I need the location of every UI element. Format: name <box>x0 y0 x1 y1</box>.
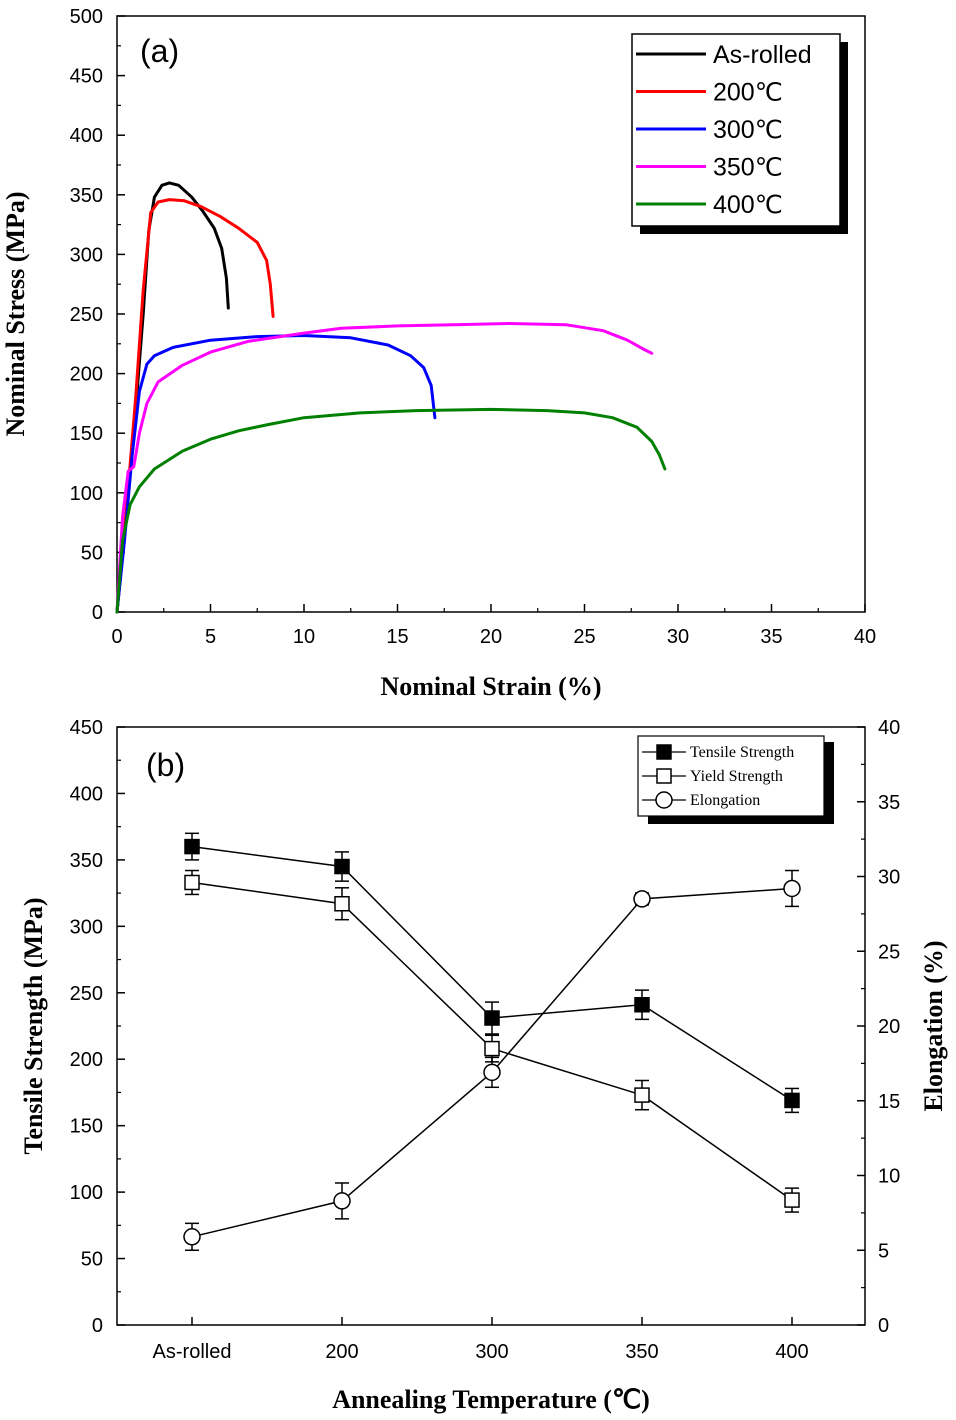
x-axis-label-a: Nominal Strain (%) <box>381 672 602 701</box>
y2-tick-label-b: 20 <box>878 1016 900 1038</box>
y-tick-label-b: 0 <box>92 1315 103 1337</box>
legend-label-b: Yield Strength <box>690 768 783 785</box>
x-tick-label-b: 200 <box>325 1341 358 1363</box>
y-tick-label-a: 150 <box>70 423 103 445</box>
data-point-Elongation <box>783 879 801 898</box>
y2-tick-label-b: 10 <box>878 1166 900 1188</box>
panel-a: 0 5 10 15 20 25 30 35 40050100150200250300350400… <box>1 6 876 701</box>
panel-b: As-rolled 200 300 350 4000501001502002503003… <box>19 717 948 1414</box>
data-point-Yield Strength <box>784 1192 800 1208</box>
y2-tick-label-b: 5 <box>878 1240 889 1262</box>
y-tick-label-a: 500 <box>70 6 103 28</box>
data-point-Elongation <box>333 1192 351 1210</box>
y2-tick-label-b: 25 <box>878 941 900 963</box>
x-tick-label-b: 300 <box>475 1341 508 1363</box>
y-tick-label-b: 400 <box>70 783 103 805</box>
y-tick-label-a: 50 <box>81 542 103 564</box>
panel-label-b: (b) <box>146 747 185 783</box>
data-point-Yield Strength <box>334 895 350 912</box>
data-point-Tensile Strength <box>334 858 350 875</box>
legend-marker-b <box>655 791 673 809</box>
data-point-Elongation <box>483 1063 501 1082</box>
data-point-Tensile Strength <box>634 996 650 1013</box>
data-point-Elongation <box>183 1228 201 1246</box>
x-tick-label-b: 350 <box>625 1341 658 1363</box>
x-tick-label-a: 25 <box>573 626 595 648</box>
series-line-300℃ <box>115 334 437 614</box>
x-axis-label-b: Annealing Temperature (℃) <box>332 1385 650 1414</box>
y-tick-label-a: 200 <box>70 364 103 386</box>
y-tick-label-a: 0 <box>92 602 103 624</box>
legend-label-a: 400℃ <box>713 191 783 219</box>
legend-label-b: Elongation <box>690 792 760 809</box>
y-tick-label-a: 400 <box>70 125 103 147</box>
y2-tick-label-b: 0 <box>878 1315 889 1337</box>
y-tick-label-b: 200 <box>70 1049 103 1071</box>
y2-tick-label-b: 30 <box>878 867 900 889</box>
series-line-200℃ <box>115 198 275 614</box>
y-axis-label-b: Tensile Strength (MPa) <box>19 897 48 1154</box>
y-tick-label-b: 300 <box>70 916 103 938</box>
y2-tick-label-b: 35 <box>878 792 900 814</box>
x-tick-label-a: 0 <box>111 626 122 648</box>
y-tick-label-a: 300 <box>70 244 103 266</box>
x-tick-label-b: As-rolled <box>153 1341 232 1363</box>
x-tick-label-a: 15 <box>386 626 408 648</box>
legend-b: Tensile Strength Yield Strength Elongation <box>637 735 834 824</box>
x-tick-label-a: 35 <box>760 626 782 648</box>
y-tick-label-b: 150 <box>70 1116 103 1138</box>
y-tick-label-a: 450 <box>70 66 103 88</box>
series-a <box>115 181 667 614</box>
legend-a: As-rolled 200℃ 300℃ 350℃ 400℃ <box>631 33 848 234</box>
legend-label-a: As-rolled <box>713 41 812 69</box>
data-point-Tensile Strength <box>484 1010 500 1026</box>
data-point-Elongation <box>633 890 651 908</box>
y2-tick-label-b: 40 <box>878 717 900 739</box>
ticks-a: 0 5 10 15 20 25 30 35 40050100150200250300350400… <box>70 6 877 648</box>
y2-axis-label-b: Elongation (%) <box>919 940 948 1111</box>
y-tick-label-b: 250 <box>70 983 103 1005</box>
y-axis-label-a: Nominal Stress (MPa) <box>1 191 30 436</box>
legend-label-b: Tensile Strength <box>690 744 794 761</box>
data-point-Yield Strength <box>634 1087 650 1103</box>
y-tick-label-b: 450 <box>70 717 103 739</box>
series-line-350℃ <box>115 322 654 614</box>
data-point-Yield Strength <box>184 874 200 891</box>
y-tick-label-b: 350 <box>70 850 103 872</box>
y-tick-label-a: 100 <box>70 483 103 505</box>
series-line-400℃ <box>115 407 667 614</box>
y-tick-label-a: 350 <box>70 185 103 207</box>
data-point-Yield Strength <box>484 1040 500 1057</box>
legend-label-a: 300℃ <box>713 116 783 144</box>
x-tick-label-a: 10 <box>293 626 315 648</box>
legend-marker-b <box>656 768 672 784</box>
series-b <box>183 832 801 1251</box>
x-tick-label-a: 5 <box>205 626 216 648</box>
y-tick-label-b: 50 <box>81 1249 103 1271</box>
x-tick-label-a: 20 <box>480 626 502 648</box>
y-tick-label-a: 250 <box>70 304 103 326</box>
y-tick-label-b: 100 <box>70 1182 103 1204</box>
ticks-b: As-rolled 200 300 350 4000501001502002503003… <box>70 717 901 1363</box>
x-tick-label-a: 40 <box>854 626 876 648</box>
panel-label-a: (a) <box>140 33 179 69</box>
legend-label-a: 350℃ <box>713 154 783 182</box>
series-line-As-rolled <box>115 181 230 614</box>
x-tick-label-b: 400 <box>775 1341 808 1363</box>
x-tick-label-a: 30 <box>667 626 689 648</box>
y2-tick-label-b: 15 <box>878 1091 900 1113</box>
legend-label-a: 200℃ <box>713 79 783 107</box>
data-point-Tensile Strength <box>184 838 200 855</box>
data-point-Tensile Strength <box>784 1092 800 1109</box>
legend-marker-b <box>656 744 672 760</box>
